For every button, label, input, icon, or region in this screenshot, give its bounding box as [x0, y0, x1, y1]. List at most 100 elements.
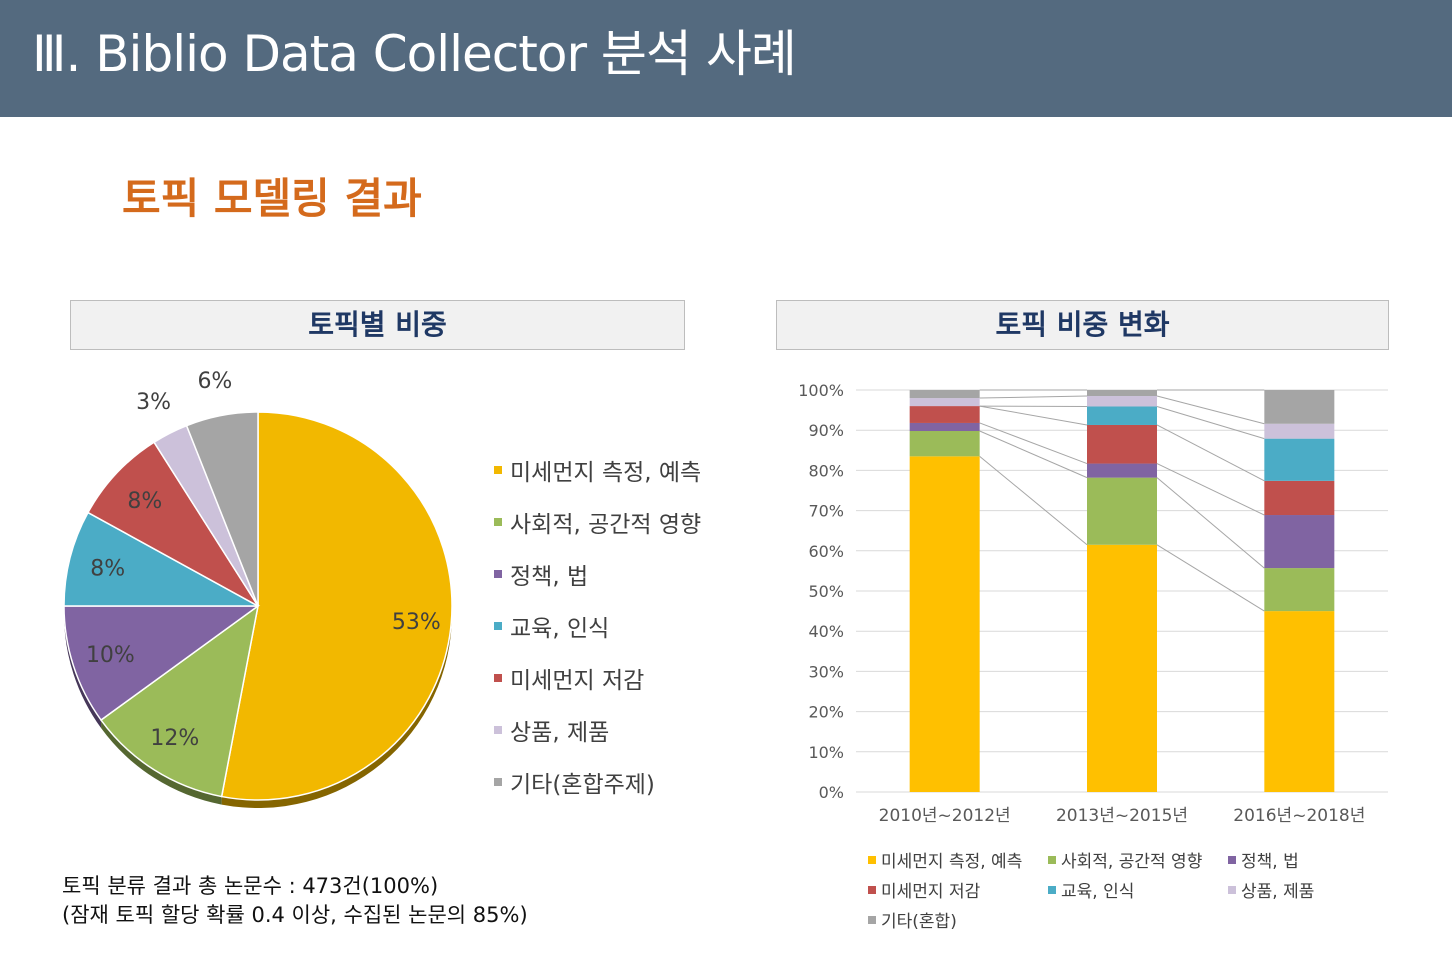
pie-slice — [86, 441, 259, 607]
y-tick-label: 90% — [808, 421, 844, 440]
pie-data-label: 12% — [150, 726, 199, 751]
pie-legend-item: 상품, 제품 — [494, 704, 701, 756]
series-line — [1156, 477, 1265, 569]
y-tick-label: 60% — [808, 542, 844, 561]
legend-swatch — [494, 622, 502, 630]
legend-label: 사회적, 공간적 영향 — [1061, 852, 1203, 872]
legend-swatch — [494, 466, 502, 474]
pie-data-label: 6% — [197, 370, 232, 394]
pie-legend-item: 사회적, 공간적 영향 — [494, 496, 701, 548]
bar-segment — [909, 398, 980, 407]
bar-segment — [1087, 477, 1157, 545]
bar-segment — [1087, 406, 1157, 425]
legend-label: 교육, 인식 — [510, 616, 610, 642]
legend-label: 정책, 법 — [510, 564, 589, 590]
bar-segment — [1264, 438, 1335, 481]
legend-swatch — [868, 885, 876, 894]
bar-segment — [1264, 480, 1335, 516]
series-line — [979, 405, 1088, 426]
legend-swatch — [868, 915, 876, 924]
bar-segment — [1264, 611, 1335, 792]
bar-segment — [909, 456, 980, 792]
bar-segment — [909, 431, 980, 457]
pie-data-label: 3% — [136, 390, 171, 415]
bar-legend-item: 정책, 법 — [1228, 847, 1299, 872]
legend-label: 상품, 제품 — [510, 720, 610, 746]
summary-note-line1: 토픽 분류 결과 총 논문수 : 473건(100%) — [62, 874, 439, 898]
bar-segment — [1087, 544, 1157, 792]
pie-data-label: 53% — [392, 610, 441, 635]
pie-legend-item: 정책, 법 — [494, 548, 701, 600]
pie-legend-item: 교육, 인식 — [494, 600, 701, 652]
y-tick-label: 0% — [819, 783, 844, 802]
y-tick-label: 40% — [808, 622, 844, 641]
legend-swatch — [494, 518, 502, 526]
bar-segment — [1087, 390, 1157, 397]
bar-segment — [1087, 424, 1157, 464]
series-line — [1156, 544, 1265, 612]
pie-data-label: 8% — [90, 556, 125, 581]
bar-legend-item: 사회적, 공간적 영향 — [1048, 847, 1202, 872]
legend-label: 미세먼지 저감 — [881, 882, 981, 902]
pie-data-label: 10% — [86, 643, 135, 668]
pie-legend-item: 미세먼지 측정, 예측 — [494, 444, 701, 496]
y-tick-label: 100% — [798, 381, 844, 400]
y-tick-label: 80% — [808, 461, 844, 480]
bar-segment — [909, 422, 980, 432]
legend-label: 기타(혼합) — [881, 912, 957, 932]
series-line — [979, 422, 1088, 465]
bar-segment — [1087, 463, 1157, 478]
legend-label: 교육, 인식 — [1061, 882, 1135, 902]
bar-segment — [1264, 568, 1335, 612]
bar-legend-item: 미세먼지 측정, 예측 — [868, 847, 1022, 872]
legend-label: 미세먼지 측정, 예측 — [881, 852, 1023, 872]
legend-label: 사회적, 공간적 영향 — [510, 512, 702, 538]
bar-segment — [1264, 515, 1335, 569]
series-line — [1156, 424, 1265, 482]
bar-panel-title: 토픽 비중 변화 — [776, 300, 1389, 350]
series-line — [979, 430, 1088, 479]
x-tick-label: 2010년~2012년 — [879, 806, 1011, 826]
legend-label: 정책, 법 — [1241, 852, 1299, 872]
legend-swatch — [1228, 885, 1236, 894]
legend-swatch — [868, 855, 876, 864]
legend-swatch — [1048, 855, 1056, 864]
bar-legend-item: 상품, 제품 — [1228, 877, 1314, 902]
y-tick-label: 10% — [808, 743, 844, 762]
legend-label: 미세먼지 저감 — [510, 668, 645, 694]
summary-note: 토픽 분류 결과 총 논문수 : 473건(100%) (잠재 토픽 할당 확률… — [62, 872, 528, 930]
x-tick-label: 2013년~2015년 — [1056, 806, 1188, 826]
pie-slice — [185, 411, 259, 607]
series-line — [979, 395, 1088, 399]
pie-data-label: 8% — [127, 489, 162, 514]
bar-legend-item: 기타(혼합) — [868, 907, 957, 932]
bar-segment — [909, 390, 980, 399]
series-line — [1156, 406, 1265, 440]
x-tick-label: 2016년~2018년 — [1233, 806, 1365, 826]
bar-legend-item: 미세먼지 저감 — [868, 877, 980, 902]
legend-swatch — [494, 778, 502, 786]
pie-panel-title: 토픽별 비중 — [70, 300, 685, 350]
y-tick-label: 70% — [808, 502, 844, 521]
legend-swatch — [494, 726, 502, 734]
pie-slice — [63, 511, 259, 607]
section-subtitle: 토픽 모델링 결과 — [122, 174, 422, 223]
y-tick-label: 50% — [808, 582, 844, 601]
summary-note-line2: (잠재 토픽 할당 확률 0.4 이상, 수집된 논문의 85%) — [62, 903, 528, 927]
y-tick-label: 20% — [808, 703, 844, 722]
series-line — [979, 455, 1088, 546]
series-line — [1156, 395, 1265, 425]
pie-chart: 53% 12% 10% 8% 8% 3% 6% — [63, 370, 453, 808]
bar-segment — [1087, 396, 1157, 407]
pie-legend-item: 미세먼지 저감 — [494, 652, 701, 704]
legend-swatch — [1228, 855, 1236, 864]
stacked-bar-chart: 0% 10% 20% 30% 40% 50% 60% 70% 80% 90% 100% 2010년~2… — [798, 381, 1388, 826]
bar-segment — [1264, 390, 1335, 424]
legend-label: 기타(혼합주제) — [510, 772, 655, 798]
legend-swatch — [494, 570, 502, 578]
legend-swatch — [494, 674, 502, 682]
pie-slice-edge — [101, 720, 222, 805]
page-title: Ⅲ. Biblio Data Collector 분석 사례 — [32, 25, 797, 83]
legend-swatch — [1048, 885, 1056, 894]
legend-label: 상품, 제품 — [1241, 882, 1315, 902]
